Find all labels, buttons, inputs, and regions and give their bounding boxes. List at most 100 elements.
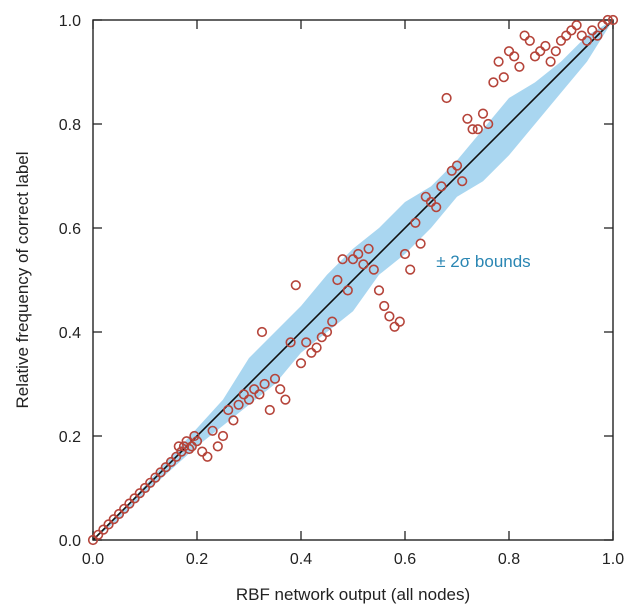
data-point [529, 51, 541, 62]
data-point [113, 508, 125, 520]
x-tick-label: 0.4 [290, 551, 312, 568]
data-point [186, 441, 197, 452]
x-tick-label: 0.8 [498, 551, 520, 568]
data-point [212, 441, 223, 452]
data-point [171, 451, 182, 462]
data-point [145, 477, 156, 488]
data-point [602, 14, 613, 26]
data-point [519, 30, 530, 41]
y-tick-label: 1.0 [59, 13, 81, 30]
data-point [524, 35, 535, 46]
data-point [561, 30, 572, 41]
data-point [280, 394, 291, 405]
data-point [311, 342, 322, 353]
data-point [233, 399, 244, 410]
data-point [191, 436, 203, 447]
data-point [545, 56, 556, 67]
data-point [410, 217, 421, 228]
data-point [462, 113, 473, 124]
data-point [256, 326, 268, 338]
data-point [358, 259, 369, 270]
data-point [254, 389, 265, 400]
x-tick-label: 0.6 [394, 551, 416, 568]
data-point [139, 482, 151, 494]
data-point [431, 202, 442, 213]
data-point [555, 35, 567, 46]
data-point [436, 181, 447, 192]
y-axis-label: Relative frequency of correct label [13, 151, 32, 408]
data-point [415, 238, 426, 249]
data-point [389, 321, 400, 332]
data-point [592, 30, 603, 41]
data-point [264, 404, 275, 416]
data-point [249, 384, 260, 395]
data-point [535, 46, 546, 57]
data-point [353, 248, 364, 260]
y-tick-labels: 0.0 0.2 0.4 0.6 0.8 1.0 [59, 13, 81, 550]
data-point [321, 326, 333, 338]
data-point [108, 514, 119, 525]
y-tick-label: 0.0 [59, 533, 81, 550]
y-tick-label: 0.2 [59, 429, 81, 446]
data-point [103, 519, 114, 530]
data-point [87, 534, 99, 546]
data-point [514, 61, 525, 72]
data-point [399, 248, 411, 260]
data-point [290, 280, 301, 291]
data-point [503, 46, 515, 57]
data-point [285, 337, 296, 348]
data-point [441, 92, 452, 104]
data-point [178, 441, 190, 452]
data-point [509, 51, 520, 62]
data-point [379, 300, 390, 312]
data-point [394, 316, 405, 327]
data-point [550, 46, 561, 57]
data-point [566, 25, 577, 36]
data-point [571, 20, 582, 31]
plot-frame [92, 19, 614, 541]
data-point [540, 40, 551, 52]
data-point [342, 285, 353, 296]
data-point [301, 337, 312, 348]
data-point [217, 430, 229, 442]
data-points [87, 14, 619, 546]
data-point [202, 451, 213, 462]
data-point [405, 264, 416, 275]
data-point [368, 264, 379, 275]
y-tick-label: 0.4 [59, 325, 81, 342]
data-point [160, 462, 171, 473]
data-point [173, 441, 184, 452]
data-point [327, 316, 338, 327]
data-point [197, 446, 208, 457]
data-point [228, 415, 239, 426]
data-point [93, 529, 104, 540]
data-point [498, 72, 509, 83]
data-point [275, 384, 286, 395]
identity-diagonal [92, 19, 614, 541]
data-point [384, 311, 395, 322]
data-point [316, 332, 327, 343]
data-point [155, 467, 166, 478]
y-tick-label: 0.6 [59, 221, 81, 238]
data-point [488, 77, 499, 88]
data-point [238, 389, 249, 400]
data-point [295, 358, 307, 369]
data-point [184, 443, 195, 455]
data-point [119, 503, 130, 514]
data-point [269, 373, 281, 384]
data-point [337, 254, 348, 265]
data-point [457, 176, 468, 187]
x-tick-labels: 0.0 0.2 0.4 0.6 0.8 1.0 [82, 551, 624, 568]
data-point [451, 160, 463, 171]
data-point [223, 404, 234, 416]
data-point [467, 124, 478, 135]
x-tick-label: 0.2 [186, 551, 208, 568]
x-axis-label: RBF network output (all nodes) [236, 585, 470, 604]
data-point [134, 488, 145, 499]
data-point [332, 274, 343, 286]
data-point [98, 524, 109, 535]
data-point [576, 30, 587, 41]
data-point [189, 430, 200, 442]
data-point [420, 191, 431, 202]
